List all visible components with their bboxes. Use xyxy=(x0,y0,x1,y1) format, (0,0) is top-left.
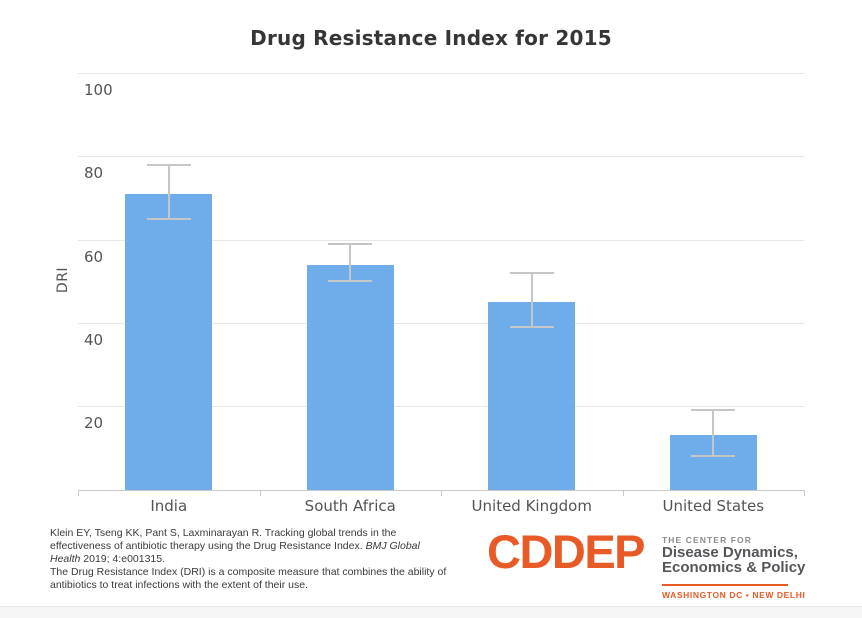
y-tick-label-20: 20 xyxy=(84,414,104,433)
y-tick-label-40: 40 xyxy=(84,330,104,349)
cddep-logo-text: THE CENTER FOR Disease Dynamics, Economi… xyxy=(662,535,832,600)
chart-title: Drug Resistance Index for 2015 xyxy=(250,26,612,50)
citation-line: Klein EY, Tseng KK, Pant S, Laxminarayan… xyxy=(50,527,397,539)
gridline-40 xyxy=(78,322,804,324)
error-bar-top-cap xyxy=(146,163,191,166)
error-bar-bottom-cap xyxy=(146,217,191,220)
gridline-60 xyxy=(78,239,804,241)
error-bar-stem xyxy=(530,272,533,328)
gridline-100 xyxy=(78,73,804,74)
x-axis-tick xyxy=(259,490,261,496)
x-axis-tick xyxy=(78,490,79,496)
citation-line: The Drug Resistance Index (DRI) is a com… xyxy=(50,566,447,578)
y-tick-label-80: 80 xyxy=(84,164,104,183)
citation-line: Health 2019; 4:e001315. xyxy=(50,553,166,565)
error-bar-bottom-cap xyxy=(691,455,736,458)
logo-locations: WASHINGTON DC • NEW DELHI xyxy=(662,590,806,600)
logo-tagline-small: THE CENTER FOR xyxy=(662,535,753,545)
x-axis-tick xyxy=(622,490,624,496)
gridline-20 xyxy=(78,406,804,408)
citation-text: Klein EY, Tseng KK, Pant S, Laxminarayan… xyxy=(50,527,446,592)
x-category-label-united-kingdom: United Kingdom xyxy=(471,497,592,515)
error-bar-stem xyxy=(712,410,715,457)
logo-tagline-line2: Economics & Policy xyxy=(662,559,806,576)
bar-united-kingdom[interactable] xyxy=(488,302,576,490)
x-category-label-united-states: United States xyxy=(662,497,765,515)
x-axis-tick xyxy=(804,490,805,496)
citation-line: effectiveness of antibiotic therapy usin… xyxy=(50,540,420,552)
error-bar-stem xyxy=(167,164,170,219)
y-tick-label-60: 60 xyxy=(84,247,104,266)
logo-divider-rule xyxy=(662,584,788,586)
y-axis-title: DRI xyxy=(55,266,71,294)
bar-india[interactable] xyxy=(125,193,213,490)
error-bar-bottom-cap xyxy=(509,326,554,329)
x-category-label-south-africa: South Africa xyxy=(304,497,396,515)
error-bar-top-cap xyxy=(691,409,736,412)
logo-tagline-line1: Disease Dynamics, xyxy=(662,544,798,561)
gridline-80 xyxy=(78,156,804,158)
error-bar-top-cap xyxy=(509,271,554,274)
plot-area: 20 40 60 80 100 xyxy=(78,73,804,491)
bottom-strip xyxy=(0,606,862,618)
citation-line: antibiotics to treat infections with the… xyxy=(50,579,308,591)
error-bar-top-cap xyxy=(328,242,373,245)
bar-south-africa[interactable] xyxy=(306,264,394,490)
x-axis-tick xyxy=(441,490,442,496)
error-bar-stem xyxy=(349,243,352,282)
error-bar-bottom-cap xyxy=(328,280,373,283)
cddep-wordmark: CDDEP xyxy=(487,525,646,578)
x-category-label-india: India xyxy=(150,497,188,515)
y-tick-label-100: 100 xyxy=(84,81,113,99)
